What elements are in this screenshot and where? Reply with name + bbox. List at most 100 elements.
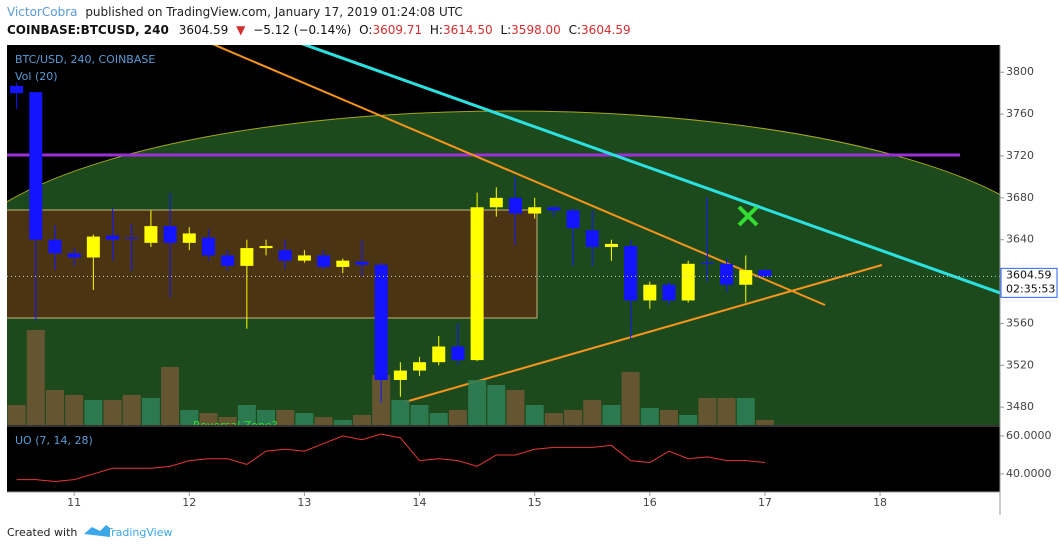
y-tick-label: 3720 [1006, 149, 1034, 162]
candle-body [297, 255, 311, 261]
symbol: COINBASE:BTCUSD, 240 [7, 23, 169, 37]
candle-body [413, 362, 427, 371]
uo [16, 433, 765, 483]
candle-body [700, 262, 714, 264]
ohlc-value: 3598.00 [511, 23, 561, 37]
candle-body [48, 239, 62, 254]
candle-body [182, 233, 196, 243]
trend-line [212, 45, 826, 306]
candle-body [758, 270, 772, 277]
volume-bar [679, 415, 698, 425]
volume-bar [333, 420, 352, 425]
candle-body [355, 261, 369, 265]
legend: BTC/USD, 240, COINBASE [15, 53, 155, 66]
volume-bar [640, 408, 659, 425]
y-tick-label: 3640 [1006, 233, 1034, 246]
last-price-box [1000, 267, 1058, 298]
symbol-line: COINBASE:BTCUSD, 240 3604.59 ▼ −5.12 (−0… [7, 23, 631, 37]
candle-body [566, 210, 580, 229]
candle-body [662, 284, 676, 301]
footer-brand: TradingView [105, 526, 172, 539]
y-tick-label: 3480 [1006, 400, 1034, 413]
candle-body [393, 370, 407, 380]
change: −5.12 (−0.14%) [253, 23, 351, 37]
candle-body [720, 263, 734, 285]
x-tick-label: 18 [873, 496, 887, 509]
ohlc-value: 3614.50 [443, 23, 493, 37]
author: VictorCobra [7, 5, 77, 19]
volume-bar [487, 385, 506, 425]
y-tick-label: 3680 [1006, 191, 1034, 204]
volume-bar [122, 395, 141, 425]
candle-body [86, 236, 100, 258]
volume-bar [295, 413, 314, 425]
arrow: ▼ [236, 23, 246, 37]
logo [84, 525, 110, 537]
volume-bar [736, 398, 755, 425]
y-tick-label: 60.0000 [1006, 429, 1052, 442]
volume-bar [237, 405, 256, 425]
candle-body [278, 250, 292, 261]
countdown-label: 02:35:53 [1006, 282, 1055, 295]
x-tick-label: 16 [643, 496, 657, 509]
header-line: VictorCobra published on TradingView.com… [7, 5, 463, 19]
candle-body [106, 235, 120, 240]
candle-body [528, 207, 542, 214]
volume-bar [199, 413, 218, 425]
volume [7, 330, 774, 425]
legend: UO (7, 14, 28) [15, 434, 93, 447]
candle-body [259, 245, 273, 249]
volume-bar [391, 400, 410, 425]
volume-bar [84, 400, 103, 425]
volume-bar [698, 398, 717, 425]
legend: Vol (20) [15, 70, 58, 83]
candle-body [432, 346, 446, 363]
ohlc-label: C: [569, 23, 581, 37]
trend-line [301, 45, 1000, 295]
ohlc-value: 3604.59 [581, 23, 631, 37]
candle-body [681, 263, 695, 301]
price [7, 82, 1000, 404]
candle-body [604, 243, 618, 248]
candle-body [240, 248, 254, 266]
candle-body [29, 92, 43, 240]
candle-body [470, 207, 484, 361]
candle-body [201, 237, 215, 256]
candle-body [739, 270, 753, 285]
last-price-label: 3604.59 [1006, 268, 1052, 281]
volume-bar [103, 400, 122, 425]
candle-body [125, 237, 139, 239]
candle-body [336, 260, 350, 267]
volume-bar [352, 415, 371, 425]
candle-body [643, 284, 657, 301]
volume-bar [65, 395, 84, 425]
candle-body [624, 245, 638, 301]
ohlc-label: H: [430, 23, 443, 37]
volume-bar [525, 405, 544, 425]
published: published on TradingView.com, January 17… [85, 5, 462, 19]
volume-bar [429, 413, 448, 425]
candle-body [585, 230, 599, 248]
x-tick-label: 11 [67, 496, 81, 509]
y-tick-label: 3760 [1006, 107, 1034, 120]
x-tick-label: 15 [528, 496, 542, 509]
trend-line [404, 264, 883, 403]
y-tick-label: 40.0000 [1006, 467, 1052, 480]
volume-bar [468, 380, 487, 425]
volume-bar [564, 410, 583, 425]
volume-bar [410, 405, 429, 425]
volume-bar [257, 410, 276, 425]
volume-bar [717, 398, 736, 425]
volume-bar [660, 410, 678, 425]
candle-body [489, 197, 503, 208]
candle-body [547, 207, 561, 211]
candle-body [374, 264, 388, 380]
volume-bar [276, 410, 295, 425]
volume-bar [755, 420, 774, 425]
volume-bar [218, 417, 237, 425]
volume-bar [45, 390, 64, 425]
candle-body [317, 255, 331, 267]
ohlc-label: L: [500, 23, 511, 37]
last: 3604.59 [179, 23, 229, 37]
